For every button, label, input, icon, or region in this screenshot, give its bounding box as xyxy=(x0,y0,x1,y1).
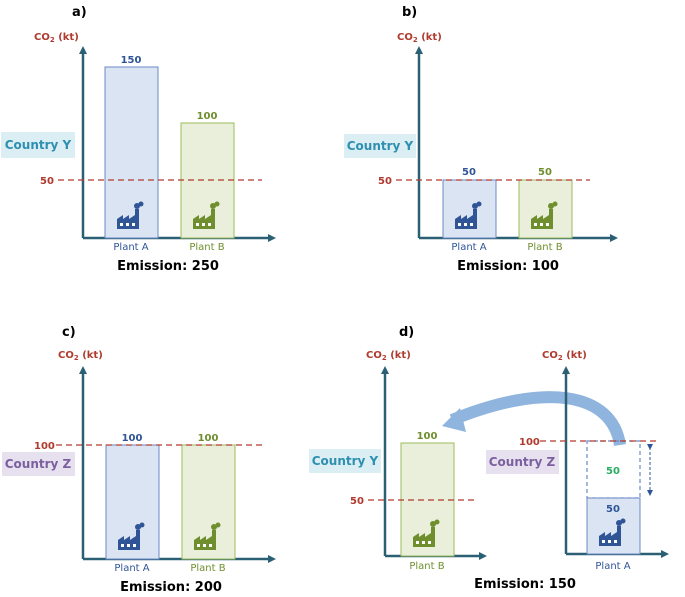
panel-c-letter: c) xyxy=(62,325,76,340)
plant-a-bar xyxy=(442,179,497,239)
plant-b-label: Plant B xyxy=(190,563,225,574)
plant-b-label: Plant B xyxy=(409,561,444,572)
country-y-label: Country Y xyxy=(347,139,414,153)
emission-total: Emission: 150 xyxy=(474,577,576,592)
panel-a-ylabel: CO2 (kt) xyxy=(34,32,79,44)
transfer-value: 50 xyxy=(606,466,620,477)
threshold-label: 50 xyxy=(40,176,54,187)
plant-a-value: 100 xyxy=(122,433,143,444)
plant-a-label: Plant A xyxy=(113,242,148,253)
plant-b-bar xyxy=(518,179,573,239)
country-y-label: Country Y xyxy=(312,454,379,468)
country-z-label: Country Z xyxy=(489,455,556,469)
plant-b-value: 50 xyxy=(538,167,552,178)
plant-a-label: Plant A xyxy=(595,561,630,572)
panel-d-letter: d) xyxy=(399,325,414,340)
panel-c: c) CO2 (kt) Country Z 100 100 100 Plant … xyxy=(2,325,276,595)
panel-b: b) CO2 (kt) Country Y 50 50 50 Plant A P… xyxy=(344,5,618,274)
panel-d-right-ylabel: CO2 (kt) xyxy=(542,350,587,362)
country-y-badge xyxy=(344,134,416,158)
plant-b-value: 100 xyxy=(417,431,438,442)
plant-a-label: Plant A xyxy=(451,242,486,253)
panel-d-left-ylabel: CO2 (kt) xyxy=(366,350,411,362)
plant-b-label: Plant B xyxy=(527,242,562,253)
plant-b-value: 100 xyxy=(197,111,218,122)
country-y-label: Country Y xyxy=(5,138,72,152)
plant-b-label: Plant B xyxy=(189,242,224,253)
country-z-label: Country Z xyxy=(5,457,72,471)
panel-c-ylabel: CO2 (kt) xyxy=(58,350,103,362)
country-y-badge xyxy=(1,132,75,158)
plant-a-value: 50 xyxy=(606,504,620,515)
transfer-arrow xyxy=(449,391,626,447)
plant-a-label: Plant A xyxy=(114,563,149,574)
panel-d-left-chart: CO2 (kt) Country Y 50 100 Plant B xyxy=(309,350,487,572)
panel-a-letter: a) xyxy=(72,5,87,20)
panel-a: a) CO2 (kt) Country Y 50 150 100 Plant A… xyxy=(1,5,276,274)
emission-total: Emission: 250 xyxy=(117,259,219,274)
plant-a-value: 150 xyxy=(121,55,142,66)
panel-d-right-chart: CO2 (kt) Country Z 100 50 50 Plant A xyxy=(486,350,669,572)
country-y-badge xyxy=(309,449,381,473)
plant-a-bar xyxy=(104,66,159,239)
plant-b-value: 100 xyxy=(198,433,219,444)
threshold-label: 100 xyxy=(34,441,55,452)
threshold-label: 50 xyxy=(378,176,392,187)
panel-b-letter: b) xyxy=(402,5,417,20)
country-z-badge xyxy=(486,450,559,474)
country-z-badge xyxy=(2,452,75,476)
panel-d: d) CO2 (kt) Country Y 50 100 Plant B CO2… xyxy=(309,325,669,592)
emission-total: Emission: 200 xyxy=(120,580,222,595)
threshold-label: 100 xyxy=(519,437,540,448)
plant-a-value: 50 xyxy=(462,167,476,178)
threshold-label: 50 xyxy=(350,496,364,507)
transfer-arrow-head xyxy=(442,408,466,432)
emission-total: Emission: 100 xyxy=(457,259,559,274)
panel-b-ylabel: CO2 (kt) xyxy=(397,32,442,44)
